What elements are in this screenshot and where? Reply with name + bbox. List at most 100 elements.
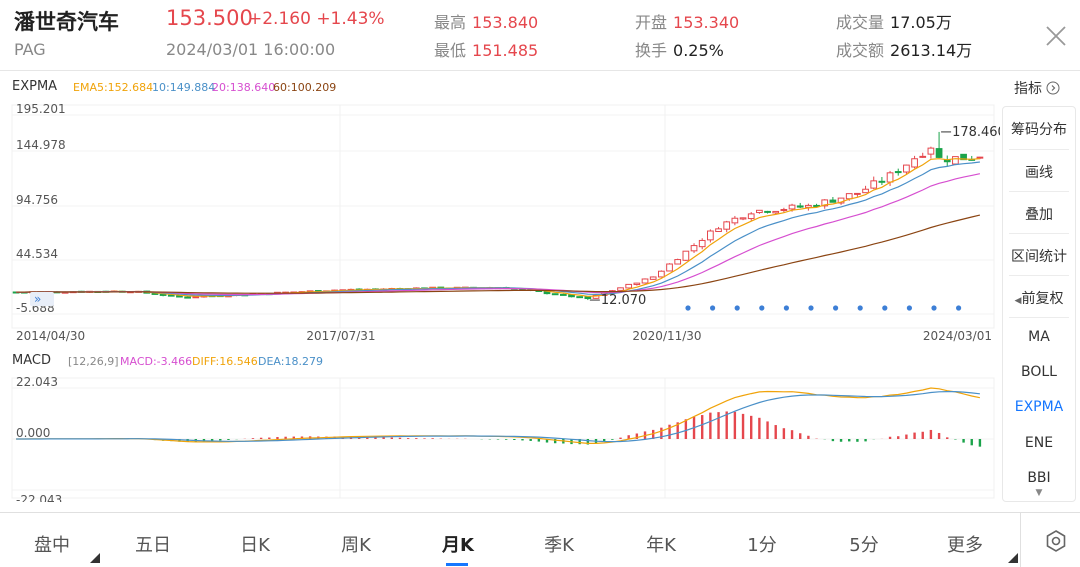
candle-body: [764, 210, 771, 213]
caret-down-icon[interactable]: ▼: [1035, 488, 1043, 498]
candle-body: [911, 158, 918, 168]
event-dot: [710, 305, 716, 311]
stat-open: 开盘 153.340: [635, 13, 740, 32]
ema10-line: [16, 161, 980, 297]
tab-5day[interactable]: 五日: [135, 535, 171, 556]
sidebar-chip-distribution[interactable]: 筹码分布: [1011, 122, 1067, 138]
candle-body: [192, 296, 200, 299]
ema10-value: 10:149.884: [152, 81, 216, 94]
indicator-button-label: 指标: [1014, 81, 1042, 97]
indicator-button[interactable]: 指标: [1014, 78, 1060, 98]
candle-body: [952, 156, 959, 165]
candle-body: [780, 208, 788, 211]
macd-name[interactable]: MACD: [12, 353, 51, 368]
sidebar-overlay[interactable]: 叠加: [1025, 207, 1053, 223]
candle-body: [772, 210, 780, 214]
x-tick-label: 2014/04/30: [16, 329, 85, 343]
x-tick-label: 2020/11/30: [632, 329, 701, 343]
tab-intraday[interactable]: 盘中: [34, 535, 70, 556]
chevron-right-circle-icon: [1046, 81, 1060, 95]
candle-body: [862, 188, 869, 194]
active-tab-indicator: [446, 563, 468, 566]
candle-body: [649, 276, 657, 280]
event-dot: [882, 305, 888, 311]
macd-params: [12,26,9]: [68, 355, 119, 368]
sidebar-boll[interactable]: BOLL: [1021, 364, 1057, 380]
tab-monthly[interactable]: 月K: [442, 535, 474, 556]
candle-body: [829, 199, 837, 203]
event-dot: [783, 305, 790, 311]
sidebar-ma[interactable]: MA: [1028, 329, 1050, 345]
indicator-name[interactable]: EXPMA: [12, 79, 58, 94]
stat-high: 最高 153.840: [434, 13, 539, 32]
tab-yearly[interactable]: 年K: [646, 535, 676, 556]
candle-body: [698, 239, 706, 248]
candle-body: [658, 270, 665, 278]
candle-body: [935, 148, 943, 158]
stock-code: PAG: [14, 40, 46, 59]
candle-body: [805, 204, 812, 208]
candle-body: [878, 180, 886, 183]
y-tick-label: 144.978: [16, 138, 66, 152]
stat-amount: 成交额 2613.14万: [836, 41, 973, 60]
tab-more[interactable]: 更多: [947, 535, 983, 556]
macd-y-tick-label: 0.000: [16, 426, 50, 440]
y-tick-label: 44.534: [16, 247, 58, 261]
candle-body: [176, 295, 183, 298]
event-dot: [734, 305, 740, 311]
candle-body: [723, 221, 731, 230]
y-tick-label: 195.201: [16, 102, 66, 116]
min-price-label: 12.070: [601, 293, 647, 308]
candle-body: [747, 213, 755, 220]
stock-name: 潘世奇汽车: [14, 10, 119, 34]
stat-turnover: 换手 0.25%: [635, 41, 724, 60]
stat-low: 最低 151.485: [434, 41, 539, 60]
tab-5min[interactable]: 5分: [849, 535, 879, 556]
sidebar-bbi[interactable]: BBI: [1027, 470, 1051, 486]
sidebar-range-stats[interactable]: 区间统计: [1011, 249, 1067, 265]
kline-chart[interactable]: 195.201144.97894.75644.534-5.6882014/04/…: [0, 100, 1000, 350]
candle-body: [756, 209, 763, 214]
candle-body: [690, 245, 698, 252]
candle-body: [976, 156, 984, 159]
tab-quarterly[interactable]: 季K: [544, 535, 574, 556]
period-tabs: 盘中 五日 日K 周K 月K 季K 年K 1分 5分 更多: [0, 512, 1080, 567]
candle-body: [854, 192, 861, 195]
max-price-label: 178.460: [952, 125, 1000, 140]
ema20-line: [16, 173, 981, 296]
ema20-value: 20:138.640: [212, 81, 276, 94]
candle-body: [167, 294, 175, 297]
ema60-line: [16, 214, 981, 294]
candle-body: [184, 296, 191, 299]
candle-body: [551, 293, 559, 296]
candle-body: [617, 287, 624, 291]
tab-1min[interactable]: 1分: [747, 535, 777, 556]
tab-daily[interactable]: 日K: [240, 535, 270, 556]
event-dot: [906, 305, 913, 311]
candle-body: [576, 296, 584, 299]
event-dot: [833, 305, 839, 311]
diff-value: DIFF:16.546: [192, 355, 258, 368]
candle-body: [584, 296, 592, 300]
sidebar-ene[interactable]: ENE: [1024, 435, 1054, 451]
candle-body: [559, 293, 567, 296]
candle-body: [739, 217, 747, 220]
candle-body: [927, 147, 935, 155]
candle-body: [731, 217, 739, 224]
event-dot: [759, 305, 765, 311]
candle-body: [894, 171, 902, 174]
candle-body: [796, 205, 804, 208]
tab-weekly[interactable]: 周K: [341, 535, 371, 556]
macd-chart[interactable]: 22.043 0.000 -22.043: [0, 372, 1000, 502]
candle-body: [919, 155, 927, 158]
quote-header: 潘世奇汽车 PAG 153.500 +2.160 +1.43% 2024/03/…: [0, 0, 1080, 71]
close-icon[interactable]: [1044, 24, 1068, 48]
sidebar-expma[interactable]: EXPMA: [1014, 399, 1064, 415]
sidebar-draw-line[interactable]: 画线: [1025, 165, 1053, 181]
macd-value: MACD:-3.466: [120, 355, 193, 368]
event-dot: [931, 305, 937, 311]
sidebar-adjust[interactable]: ◀前复权: [1014, 291, 1064, 307]
settings-icon[interactable]: [1044, 529, 1068, 553]
scroll-left-button: [30, 292, 54, 306]
candle-body: [788, 204, 796, 210]
